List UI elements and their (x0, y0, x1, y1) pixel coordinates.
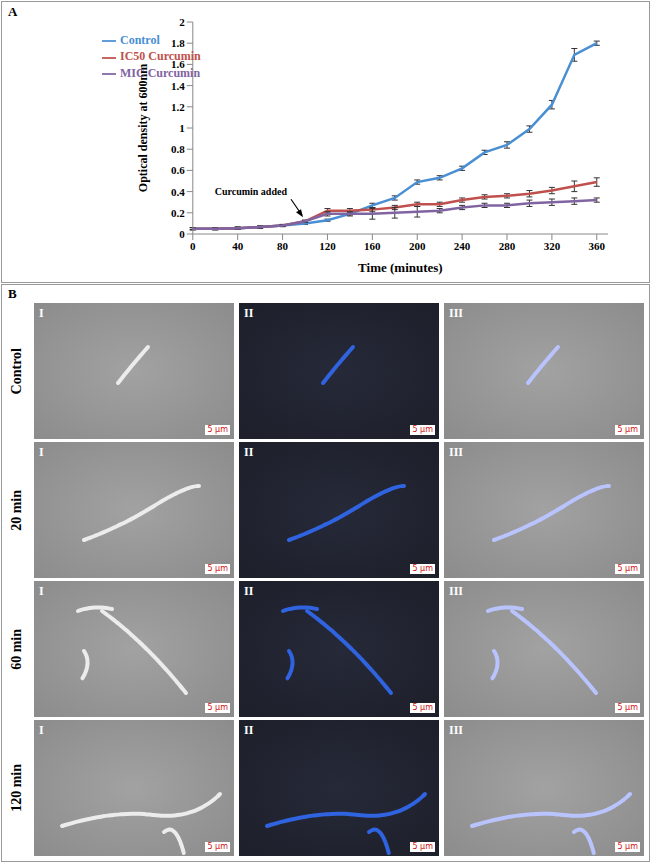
svg-text:1: 1 (179, 122, 185, 134)
svg-text:0.4: 0.4 (171, 186, 185, 198)
svg-text:280: 280 (499, 240, 516, 252)
svg-text:1.4: 1.4 (171, 80, 185, 92)
svg-text:40: 40 (232, 240, 244, 252)
svg-text:160: 160 (364, 240, 381, 252)
svg-text:1.8: 1.8 (171, 37, 185, 49)
svg-text:0.8: 0.8 (171, 143, 185, 155)
svg-text:240: 240 (454, 240, 471, 252)
svg-text:0: 0 (179, 228, 185, 240)
svg-text:0.2: 0.2 (171, 207, 185, 219)
svg-text:Time (minutes): Time (minutes) (358, 260, 443, 275)
svg-text:Optical density at 600nm: Optical density at 600nm (136, 64, 150, 192)
svg-text:360: 360 (589, 240, 606, 252)
svg-text:200: 200 (409, 240, 426, 252)
svg-text:80: 80 (277, 240, 289, 252)
svg-text:0.6: 0.6 (171, 164, 185, 176)
svg-text:1.6: 1.6 (171, 58, 185, 70)
svg-text:2: 2 (179, 16, 185, 28)
svg-text:120: 120 (319, 240, 336, 252)
svg-text:320: 320 (544, 240, 561, 252)
svg-text:0: 0 (190, 240, 196, 252)
svg-text:Curcumin added: Curcumin added (215, 186, 288, 197)
svg-text:1.2: 1.2 (171, 101, 185, 113)
